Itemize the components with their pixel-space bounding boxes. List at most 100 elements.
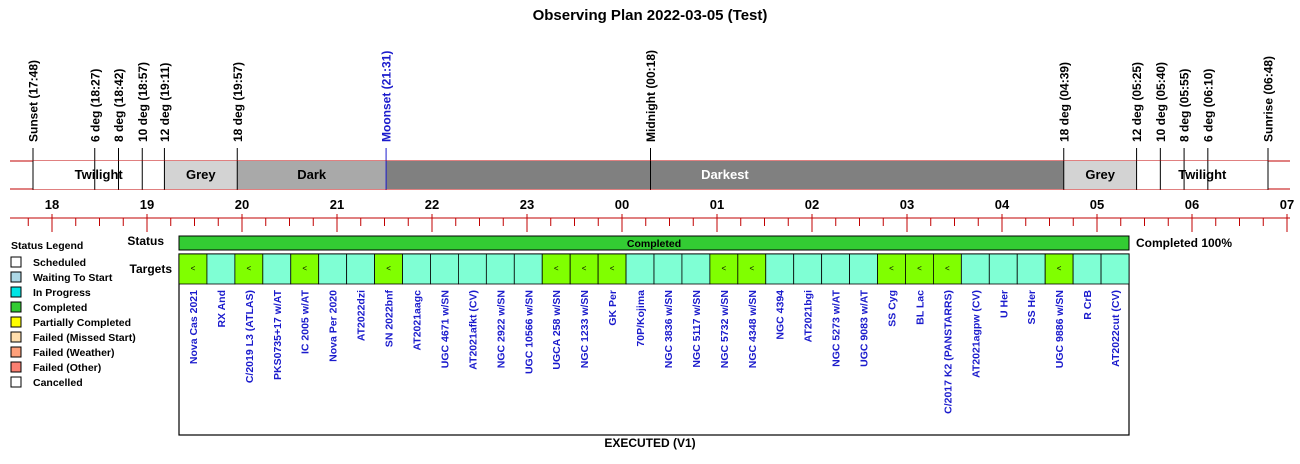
target-nova-per-2020[interactable]: Nova Per 2020	[318, 253, 348, 362]
twilight-bands: Twilight Grey Dark Darkest Grey Twilight	[10, 160, 1290, 190]
target-ngc-5273-w-at[interactable]: NGC 5273 w/AT	[821, 253, 850, 367]
target-cell[interactable]	[569, 253, 599, 285]
target-cell[interactable]	[1072, 253, 1102, 285]
legend-label: Waiting To Start	[33, 272, 113, 284]
target-cell[interactable]	[206, 253, 236, 285]
targets-row: < Nova Cas 2021 RX And < C/2019 L3 (ATLAS) PK…	[178, 253, 1130, 436]
target-nova-cas-2021[interactable]: < Nova Cas 2021	[178, 253, 208, 364]
target-ss-cyg[interactable]: < SS Cyg	[877, 253, 906, 327]
target-label: NGC 3836 w/SN	[663, 290, 675, 368]
target-ngc-5117-w-sn[interactable]: NGC 5117 w/SN	[681, 253, 711, 368]
hour-label-05: 05	[1090, 197, 1104, 212]
band-label: Dark	[297, 167, 327, 182]
target-label: C/2017 K2 (PANSTARRS)	[942, 290, 954, 414]
target-c-2019-l3-atlas[interactable]: < C/2019 L3 (ATLAS)	[234, 253, 264, 383]
event-label: 8 deg (18:42)	[112, 69, 126, 142]
legend-label: Scheduled	[33, 257, 86, 269]
legend-item-scheduled: Scheduled	[10, 256, 86, 269]
target-ugca-258-w-sn[interactable]: < UGCA 258 w/SN	[541, 253, 571, 370]
target-cell[interactable]	[597, 253, 627, 285]
target-cell[interactable]	[346, 253, 375, 285]
target-cell[interactable]	[290, 253, 320, 285]
target-ugc-9886-w-sn[interactable]: < UGC 9886 w/SN	[1044, 253, 1074, 368]
band-label: Darkest	[701, 167, 749, 182]
target-at2021afkt-cv[interactable]: AT2021afkt (CV)	[458, 253, 487, 370]
target-gk-per[interactable]: < GK Per	[597, 253, 627, 326]
target-ngc-3836-w-sn[interactable]: NGC 3836 w/SN	[653, 253, 683, 368]
target-cell[interactable]	[430, 253, 459, 285]
completed-marker: <	[917, 264, 922, 273]
target-cell[interactable]	[402, 253, 431, 285]
target-ngc-2922-w-sn[interactable]: NGC 2922 w/SN	[485, 253, 515, 368]
target-ic-2005-w-at[interactable]: < IC 2005 w/AT	[290, 253, 320, 354]
target-cell[interactable]	[513, 253, 543, 285]
legend-item-failed-missed-start: Failed (Missed Start)	[10, 331, 136, 344]
target-label: AT2021afkt (CV)	[467, 290, 479, 370]
target-cell[interactable]	[905, 253, 934, 285]
target-cell[interactable]	[765, 253, 795, 285]
target-cell[interactable]	[960, 253, 990, 285]
target-label: AT2021aagc	[412, 290, 424, 351]
target-cell[interactable]	[821, 253, 850, 285]
target-label: AT2021bgi	[803, 290, 815, 342]
target-cell[interactable]	[541, 253, 571, 285]
hour-label-22: 22	[425, 197, 439, 212]
target-ugc-9083-w-at[interactable]: UGC 9083 w/AT	[849, 253, 878, 367]
target-cell[interactable]	[933, 253, 962, 285]
target-at2022cut-cv[interactable]: AT2022cut (CV)	[1100, 253, 1130, 367]
event-label: 8 deg (05:55)	[1178, 69, 1192, 142]
target-ngc-1233-w-sn[interactable]: < NGC 1233 w/SN	[569, 253, 599, 368]
event-label: Sunrise (06:48)	[1262, 56, 1276, 142]
event-label: Sunset (17:48)	[27, 60, 41, 142]
band-label: Twilight	[75, 167, 124, 182]
target-cell[interactable]	[793, 253, 823, 285]
target-label: GK Per	[607, 290, 619, 326]
status-summary: Completed 100%	[1136, 236, 1232, 250]
target-label: NGC 5117 w/SN	[691, 290, 703, 368]
legend-swatch	[10, 376, 22, 388]
target-sn-2022bnf[interactable]: < SN 2022bnf	[374, 253, 403, 347]
target-ss-her[interactable]: SS Her	[1016, 253, 1046, 324]
target-label: SS Her	[1026, 290, 1038, 324]
legend-label: Completed	[33, 302, 87, 314]
band-dark-2: Dark	[237, 161, 387, 189]
band-label: Twilight	[1178, 167, 1227, 182]
target-cell[interactable]	[318, 253, 348, 285]
target-at2021agpw-cv[interactable]: AT2021agpw (CV)	[960, 253, 990, 378]
status-legend: Status Legend Scheduled Waiting To Start In…	[10, 240, 136, 389]
target-r-crb[interactable]: R CrB	[1072, 253, 1102, 320]
target-70p-kojima[interactable]: 70P/Kojima	[625, 253, 655, 347]
completed-marker: <	[386, 264, 391, 273]
target-cell[interactable]	[262, 253, 292, 285]
completed-marker: <	[722, 264, 727, 273]
target-cell[interactable]	[1016, 253, 1046, 285]
target-ugc-4671-w-sn[interactable]: UGC 4671 w/SN	[430, 253, 459, 368]
target-cell[interactable]	[681, 253, 711, 285]
target-cell[interactable]	[1100, 253, 1130, 285]
legend-label: In Progress	[33, 287, 91, 299]
legend-label: Failed (Weather)	[33, 347, 115, 359]
target-u-her[interactable]: U Her	[988, 253, 1018, 318]
legend-swatch	[10, 301, 22, 313]
target-label: AT2022cut (CV)	[1110, 290, 1122, 367]
target-ngc-4394[interactable]: NGC 4394	[765, 253, 795, 340]
target-bl-lac[interactable]: < BL Lac	[905, 253, 934, 325]
target-pks0735-17-w-at[interactable]: PKS0735+17 w/AT	[262, 253, 292, 380]
hour-label-19: 19	[140, 197, 154, 212]
target-c-2017-k2-panstarrs[interactable]: < C/2017 K2 (PANSTARRS)	[933, 253, 962, 414]
target-cell[interactable]	[653, 253, 683, 285]
legend-label: Cancelled	[33, 377, 83, 389]
target-cell[interactable]	[458, 253, 487, 285]
target-cell[interactable]	[709, 253, 739, 285]
target-ugc-10566-w-sn[interactable]: UGC 10566 w/SN	[513, 253, 543, 374]
target-cell[interactable]	[178, 253, 208, 285]
target-cell[interactable]	[849, 253, 878, 285]
status-row-label: Status	[127, 234, 164, 248]
target-cell[interactable]	[485, 253, 515, 285]
target-cell[interactable]	[625, 253, 655, 285]
target-cell[interactable]	[988, 253, 1018, 285]
target-label: Nova Per 2020	[328, 290, 340, 362]
legend-item-failed-weather: Failed (Weather)	[10, 346, 115, 359]
target-cell[interactable]	[877, 253, 906, 285]
target-ngc-5732-w-sn[interactable]: < NGC 5732 w/SN	[709, 253, 739, 368]
